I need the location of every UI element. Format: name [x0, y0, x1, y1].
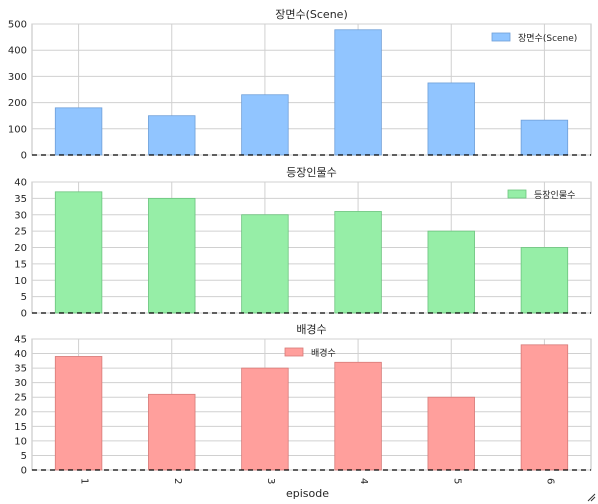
y-tick-label: 10: [14, 276, 27, 287]
legend-label: 장면수(Scene): [518, 33, 577, 44]
y-tick-label: 400: [8, 46, 27, 57]
legend: 배경수: [284, 347, 336, 359]
bar-episode-1: [54, 356, 103, 471]
bar-episode-6: [520, 119, 569, 156]
bar-episode-1: [54, 191, 103, 314]
y-tick-label: 300: [8, 72, 27, 83]
bar-episode-5: [427, 82, 475, 156]
y-tick-label: 200: [8, 98, 27, 109]
bar-episode-2: [148, 115, 196, 156]
x-tick-label: 5: [451, 478, 462, 484]
legend-swatch: [491, 32, 511, 42]
chart-title: 배경수: [296, 323, 326, 336]
legend: 등장인물수: [507, 189, 575, 201]
y-tick-label: 15: [14, 422, 27, 433]
bar-episode-1: [54, 107, 103, 156]
x-tick-label: 6: [544, 478, 555, 484]
bar-episode-3: [241, 367, 289, 471]
y-tick-label: 0: [21, 466, 27, 477]
chart-panel-1: 0 100 200 300 400 500 장면수(Scene) 장면수(Scene): [8, 8, 592, 162]
y-tick-label: 5: [21, 451, 27, 462]
y-tick-label: 30: [14, 378, 27, 389]
chart-title: 등장인물수: [286, 166, 337, 179]
y-tick-label: 35: [14, 364, 27, 375]
bar-episode-4: [334, 361, 382, 471]
x-tick-label: 2: [172, 478, 183, 484]
x-tick-label: 3: [265, 478, 276, 484]
y-tick-label: 0: [21, 309, 27, 320]
chart-title: 장면수(Scene): [275, 8, 347, 21]
y-tick-label: 20: [14, 407, 27, 418]
bar-episode-5: [427, 230, 475, 314]
y-tick-label: 40: [14, 349, 27, 360]
bar-episode-4: [334, 29, 382, 156]
bar-episode-3: [241, 214, 289, 314]
x-tick-label: 1: [79, 478, 90, 484]
resize-grip-icon[interactable]: [586, 492, 596, 502]
bar-episode-5: [427, 396, 475, 471]
plot-area: [31, 23, 592, 156]
legend-swatch: [284, 347, 304, 357]
legend: 장면수(Scene): [491, 32, 577, 44]
y-tick-label: 15: [14, 259, 27, 270]
y-tick-label: 35: [14, 194, 27, 205]
plot-area: [31, 338, 592, 471]
y-tick-label: 0: [21, 151, 27, 162]
legend-swatch: [507, 189, 527, 199]
bar-episode-6: [520, 344, 569, 471]
x-tick-label: 4: [358, 478, 369, 484]
y-tick-label: 10: [14, 436, 27, 447]
y-tick-label: 25: [14, 393, 27, 404]
y-tick-label: 40: [14, 178, 27, 189]
bar-episode-2: [148, 393, 196, 471]
bar-episode-3: [241, 94, 289, 156]
bar-episode-6: [520, 247, 569, 314]
y-tick-label: 45: [14, 335, 27, 346]
x-axis-label: episode: [286, 487, 329, 500]
legend-label: 배경수: [311, 347, 336, 359]
bar-episode-2: [148, 197, 196, 314]
y-tick-label: 100: [8, 124, 27, 135]
y-tick-label: 25: [14, 227, 27, 238]
y-tick-label: 20: [14, 243, 27, 254]
legend-label: 등장인물수: [534, 190, 575, 201]
y-tick-label: 500: [8, 20, 27, 31]
y-tick-label: 5: [21, 292, 27, 303]
bar-episode-4: [334, 211, 382, 314]
y-tick-label: 30: [14, 210, 27, 221]
